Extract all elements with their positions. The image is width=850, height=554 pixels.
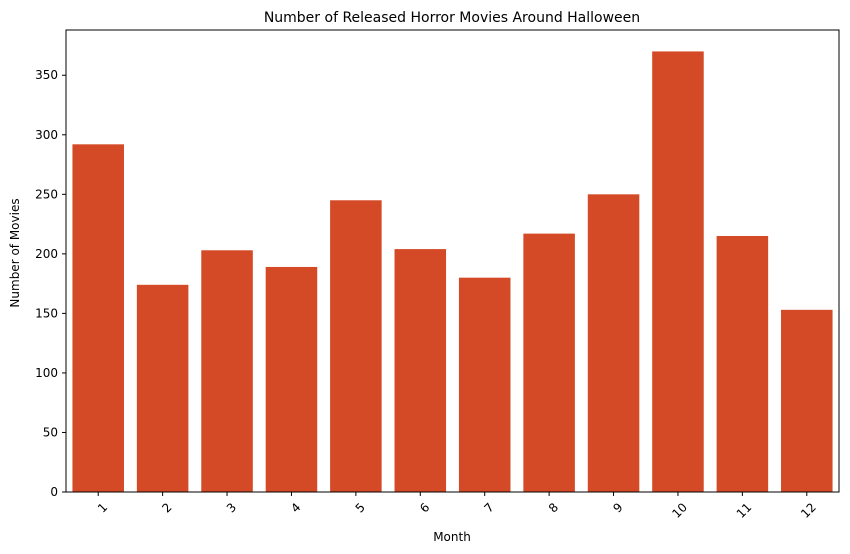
- x-tick-label: 3: [224, 500, 239, 515]
- bar-month-8: [523, 233, 575, 493]
- x-tick-label: 6: [417, 500, 432, 515]
- x-axis: 1 2 3 4 5 6 7 8 9 10 11 12: [95, 492, 819, 521]
- bar-month-7: [458, 277, 511, 492]
- plot-area-border: [65, 29, 840, 493]
- bar-month-11: [716, 235, 769, 493]
- bar-month-2: [136, 284, 189, 492]
- y-tick-label: 50: [43, 425, 58, 439]
- bar-month-3: [201, 250, 253, 492]
- x-tick-label: 7: [481, 500, 496, 515]
- x-tick-label: 8: [546, 500, 561, 515]
- bar-month-10: [652, 51, 704, 493]
- y-tick-label: 250: [35, 187, 58, 201]
- x-tick-label: 1: [95, 500, 110, 515]
- x-axis-title: Month: [433, 530, 471, 544]
- y-tick-label: 150: [35, 306, 58, 320]
- x-tick-label: 10: [669, 500, 690, 521]
- x-tick-label: 9: [610, 500, 625, 515]
- y-tick-label: 300: [35, 128, 58, 142]
- y-tick-label: 0: [50, 485, 58, 499]
- bar-month-4: [265, 266, 318, 492]
- chart-title: Number of Released Horror Movies Around …: [264, 10, 640, 26]
- y-axis-title: Number of Movies: [8, 198, 22, 307]
- bar-month-6: [394, 249, 447, 492]
- bar-month-5: [330, 200, 382, 492]
- x-tick-label: 12: [798, 500, 819, 521]
- bars-group: [72, 51, 833, 493]
- bar-month-12: [781, 309, 833, 492]
- y-axis: 0 50 100 150 200 250 300 350: [35, 68, 66, 499]
- x-tick-label: 2: [159, 500, 174, 515]
- bar-month-1: [72, 144, 124, 492]
- x-tick-label: 11: [734, 500, 755, 521]
- y-tick-label: 100: [35, 366, 58, 380]
- y-tick-label: 200: [35, 247, 58, 261]
- y-tick-label: 350: [35, 68, 58, 82]
- x-tick-label: 4: [288, 500, 303, 515]
- plot-frame: [65, 29, 840, 493]
- bar-month-9: [587, 194, 640, 492]
- x-tick-label: 5: [353, 500, 368, 515]
